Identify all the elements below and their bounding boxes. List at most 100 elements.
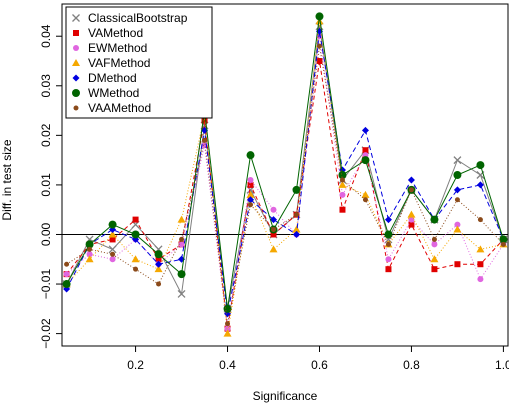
data-point <box>385 241 391 247</box>
data-point <box>110 251 116 257</box>
data-point <box>315 12 324 21</box>
data-point <box>476 161 485 170</box>
data-point <box>385 256 392 263</box>
data-point <box>133 266 139 272</box>
data-point <box>63 271 70 278</box>
legend-label: WMethod <box>88 86 139 100</box>
data-point <box>338 171 347 179</box>
data-point <box>430 255 439 263</box>
y-axis: −0.02 −0.01 0.00 0.01 0.02 0.03 0.04 <box>39 24 62 349</box>
data-point <box>407 176 415 184</box>
data-point <box>316 43 322 49</box>
x-tick-label: 0.4 <box>219 358 236 372</box>
data-point <box>292 230 300 238</box>
legend-box <box>65 6 213 119</box>
data-point <box>108 220 117 229</box>
data-point <box>270 206 277 213</box>
data-point <box>131 230 140 239</box>
series-line <box>66 36 504 329</box>
series-line <box>66 21 504 334</box>
data-point <box>385 266 392 273</box>
data-point <box>155 256 162 263</box>
data-point <box>109 256 116 263</box>
data-point <box>177 215 186 223</box>
data-point <box>246 151 255 160</box>
data-point <box>453 186 461 194</box>
data-point <box>270 216 278 224</box>
series-VAAMethod <box>64 43 506 327</box>
data-point <box>430 215 439 224</box>
y-tick-label: 0.01 <box>39 173 53 197</box>
data-point <box>500 241 506 247</box>
data-point <box>292 185 301 194</box>
data-point <box>247 176 254 183</box>
legend-label: VAFMethod <box>88 56 150 70</box>
data-point <box>269 245 278 253</box>
data-point <box>431 241 438 248</box>
data-point <box>476 181 484 189</box>
data-point <box>223 304 232 313</box>
data-point <box>202 137 208 143</box>
y-tick-label: 0.03 <box>39 74 53 98</box>
data-point <box>271 227 277 233</box>
data-point <box>87 246 93 252</box>
data-point <box>64 261 70 267</box>
legend-marker <box>72 74 80 82</box>
legend-label: DMethod <box>88 71 137 85</box>
data-point <box>454 221 461 228</box>
data-point <box>108 245 117 254</box>
x-tick-label: 0.8 <box>403 358 420 372</box>
plot-area <box>61 3 509 347</box>
data-point <box>431 236 437 242</box>
data-point <box>431 266 438 273</box>
data-point <box>454 261 461 268</box>
legend-marker <box>73 30 79 36</box>
data-point <box>108 230 117 238</box>
y-tick-label: −0.02 <box>39 318 53 349</box>
data-point <box>477 261 484 268</box>
data-point <box>270 231 277 238</box>
data-point <box>247 181 254 188</box>
data-point <box>177 270 186 279</box>
x-axis-label: Significance <box>253 389 318 403</box>
data-point <box>154 265 163 273</box>
data-point <box>178 241 185 248</box>
y-tick-label: 0.04 <box>39 24 53 48</box>
x-tick-label: 0.2 <box>127 358 144 372</box>
data-point <box>201 117 208 124</box>
data-point <box>408 221 415 228</box>
plot-frame <box>61 3 509 347</box>
data-point <box>86 251 93 258</box>
x-tick-label: 1.0 <box>495 358 509 372</box>
data-point <box>339 206 346 213</box>
y-tick-label: 0.02 <box>39 123 53 147</box>
data-point <box>361 126 369 134</box>
data-point <box>384 216 392 224</box>
data-point <box>62 280 71 289</box>
data-point <box>361 156 370 165</box>
data-point <box>338 180 347 188</box>
series-line <box>66 31 504 314</box>
data-point <box>361 190 370 198</box>
data-point <box>339 191 346 198</box>
y-tick-label: −0.01 <box>39 269 53 300</box>
data-point <box>316 58 323 64</box>
data-point <box>454 197 460 203</box>
data-point <box>154 250 163 259</box>
data-point <box>225 321 231 327</box>
data-point <box>247 196 255 204</box>
legend-marker <box>72 14 80 22</box>
data-point <box>477 217 483 223</box>
data-point <box>177 289 186 298</box>
data-point <box>131 255 140 263</box>
data-point <box>477 276 484 283</box>
series-line <box>66 60 504 329</box>
legend-marker <box>73 45 79 51</box>
data-point <box>109 236 116 243</box>
data-point <box>85 255 94 263</box>
data-point <box>132 216 139 223</box>
data-point <box>223 329 232 337</box>
data-point <box>407 210 416 218</box>
legend-label: VAAMethod <box>88 101 151 115</box>
data-point <box>453 225 462 233</box>
